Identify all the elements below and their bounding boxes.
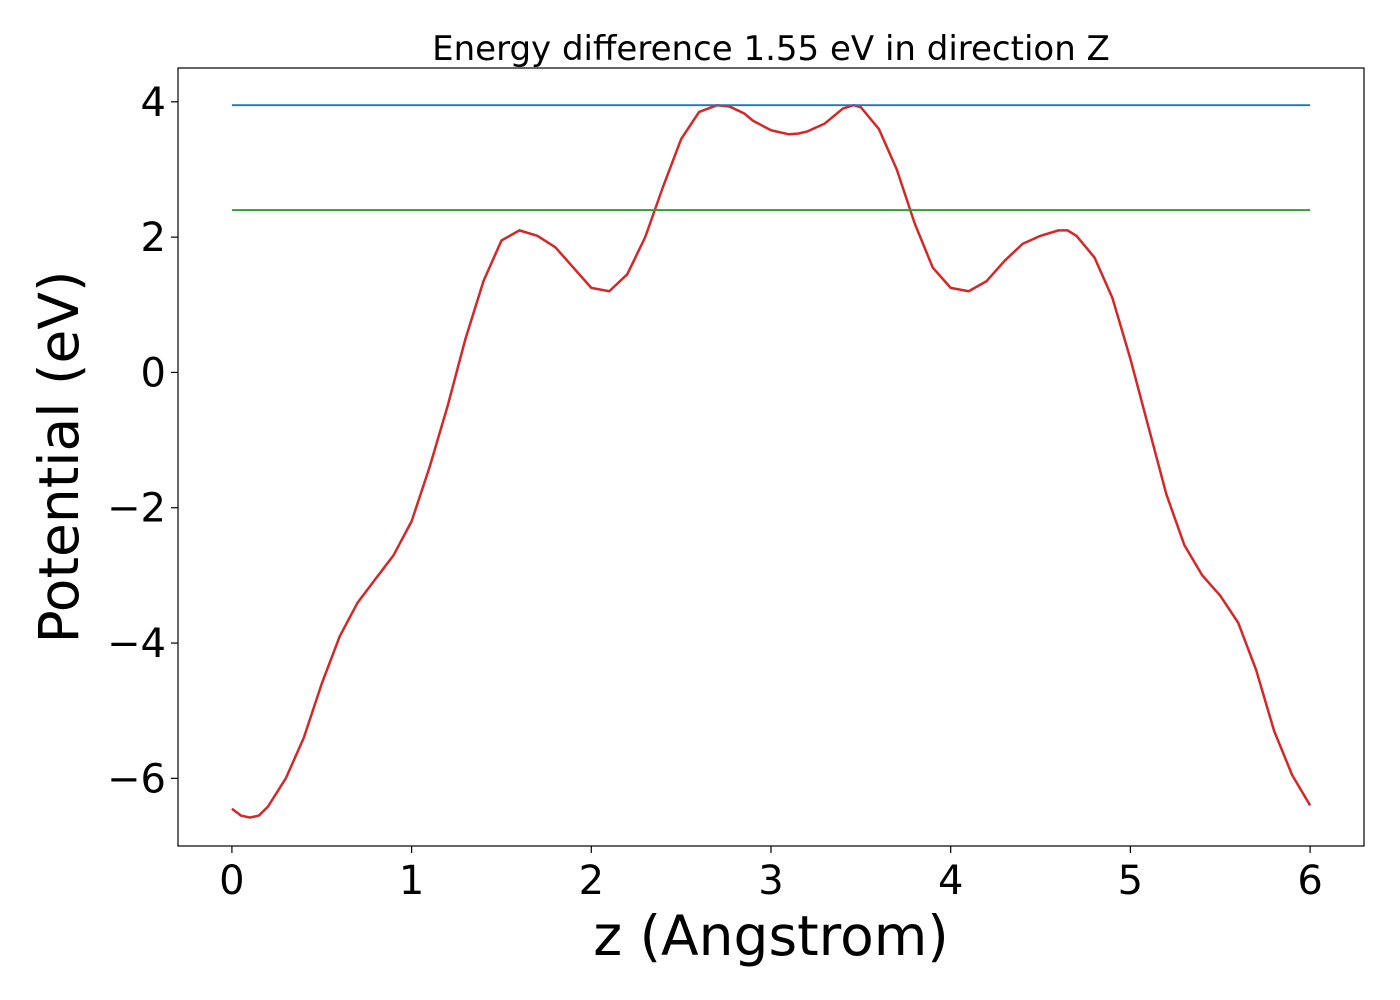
chart-title: Energy difference 1.55 eV in direction Z: [432, 29, 1110, 69]
y-axis: −6 −4 −2 0 2 4: [107, 80, 178, 802]
y-tick-label: 0: [141, 350, 166, 396]
x-tick-label: 0: [219, 858, 244, 904]
y-tick-label: −6: [107, 756, 166, 802]
x-tick-label: 5: [1118, 858, 1143, 904]
x-tick-label: 4: [938, 858, 963, 904]
potential-line: [231, 103, 1312, 819]
y-tick-label: 2: [141, 215, 166, 261]
x-tick-label: 2: [579, 858, 604, 904]
y-axis-label: Potential (eV): [27, 271, 91, 644]
x-axis-label: z (Angstrom): [593, 904, 949, 968]
x-tick-label: 6: [1297, 858, 1322, 904]
y-tick-label: −4: [107, 621, 166, 667]
x-tick-label: 3: [758, 858, 783, 904]
x-tick-label: 1: [399, 858, 424, 904]
x-axis: 0 1 2 3 4 5 6: [219, 846, 1323, 904]
y-tick-label: −2: [107, 486, 166, 532]
series-layer: [231, 103, 1312, 819]
y-tick-label: 4: [141, 80, 166, 126]
